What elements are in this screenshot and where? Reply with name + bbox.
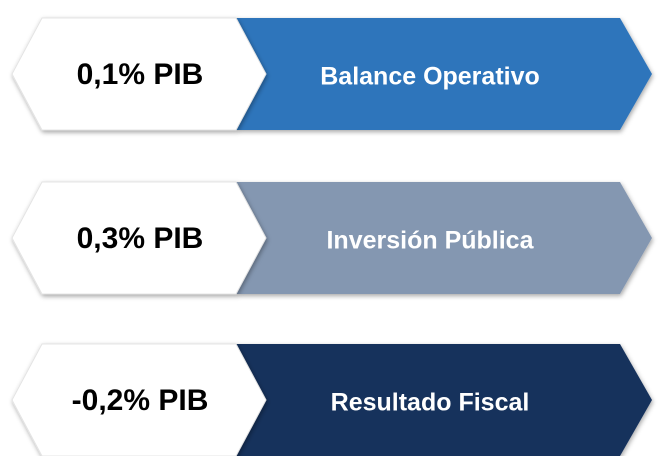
- label-chevron: [236, 344, 652, 456]
- label-text: Inversión Pública: [326, 227, 534, 255]
- value-hexagon: [11, 17, 267, 131]
- label-chevron: [236, 182, 652, 294]
- value-text: -0,2% PIB: [72, 384, 209, 417]
- value-text: 0,3% PIB: [77, 222, 204, 255]
- value-hexagon: [11, 343, 267, 456]
- label-text: Resultado Fiscal: [331, 389, 530, 417]
- label-chevron: [236, 18, 652, 130]
- label-text: Balance Operativo: [320, 63, 540, 91]
- value-text: 0,1% PIB: [77, 58, 204, 91]
- value-hexagon: [11, 181, 267, 295]
